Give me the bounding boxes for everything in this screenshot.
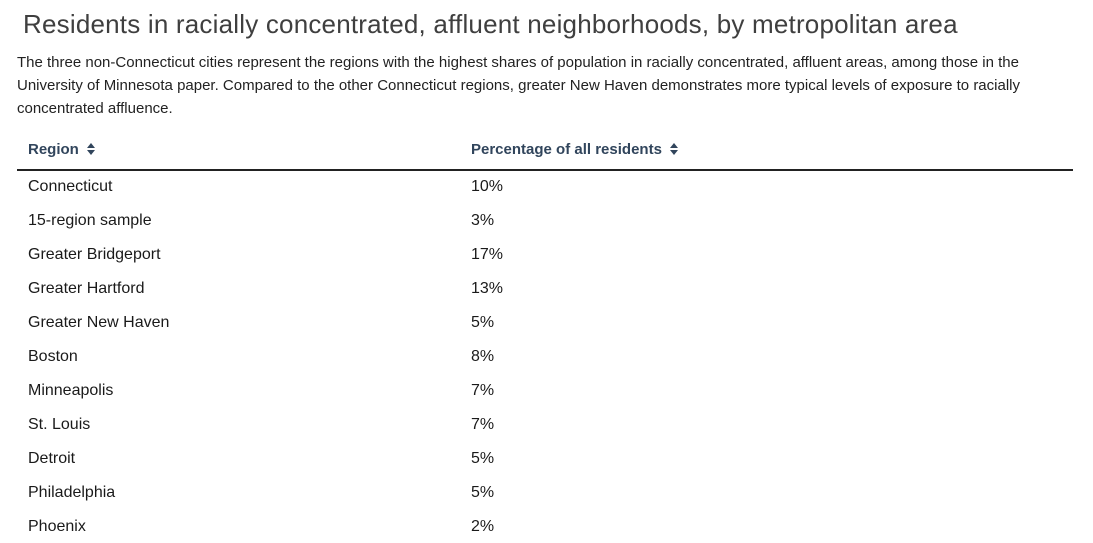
percentage-cell: 2% bbox=[471, 517, 495, 535]
region-cell: Minneapolis bbox=[28, 381, 114, 399]
table-row: Philadelphia 5% bbox=[17, 476, 1073, 510]
percentage-cell: 17% bbox=[471, 245, 504, 263]
table-row: Greater Bridgeport 17% bbox=[17, 238, 1073, 272]
sort-up-down-icon bbox=[86, 143, 95, 156]
region-cell: Boston bbox=[28, 347, 78, 365]
percentage-cell: 5% bbox=[471, 483, 495, 501]
sort-up-down-icon bbox=[669, 143, 678, 156]
percentage-cell: 8% bbox=[471, 347, 495, 365]
region-cell: Greater Hartford bbox=[28, 279, 145, 297]
table-row: Boston 8% bbox=[17, 340, 1073, 374]
column-header-percentage[interactable]: Percentage of all residents bbox=[460, 133, 1073, 171]
percentage-cell: 7% bbox=[471, 381, 495, 399]
percentage-cell: 3% bbox=[471, 211, 495, 229]
column-header-region-label: Region bbox=[28, 141, 79, 158]
region-cell: Greater New Haven bbox=[28, 313, 170, 331]
region-cell: Connecticut bbox=[28, 178, 113, 195]
percentage-cell: 13% bbox=[471, 279, 504, 297]
region-cell: St. Louis bbox=[28, 415, 91, 433]
table-body: Connecticut 10% 15-region sample 3% Grea… bbox=[17, 170, 1073, 543]
table-row: Phoenix 2% bbox=[17, 510, 1073, 543]
page-description: The three non-Connecticut cities represe… bbox=[17, 54, 1020, 117]
table-row: Detroit 5% bbox=[17, 442, 1073, 476]
table-header-row: Region Percentage of all residents bbox=[17, 133, 1073, 171]
percentage-cell: 5% bbox=[471, 313, 495, 331]
percentage-cell: 5% bbox=[471, 449, 495, 467]
region-cell: 15-region sample bbox=[28, 211, 152, 229]
column-header-percentage-label: Percentage of all residents bbox=[471, 141, 662, 158]
table-row: St. Louis 7% bbox=[17, 408, 1073, 442]
data-table: Region Percentage of all residents Conne… bbox=[17, 133, 1073, 543]
column-header-region[interactable]: Region bbox=[17, 133, 460, 171]
region-cell: Detroit bbox=[28, 449, 76, 467]
page-title: Residents in racially concentrated, affl… bbox=[23, 9, 958, 39]
region-cell: Greater Bridgeport bbox=[28, 245, 161, 263]
percentage-cell: 10% bbox=[471, 178, 504, 195]
region-cell: Philadelphia bbox=[28, 483, 116, 501]
region-cell: Phoenix bbox=[28, 517, 86, 535]
percentage-cell: 7% bbox=[471, 415, 495, 433]
table-row: Minneapolis 7% bbox=[17, 374, 1073, 408]
table-row: 15-region sample 3% bbox=[17, 204, 1073, 238]
table-row: Greater Hartford 13% bbox=[17, 272, 1073, 306]
table-row: Connecticut 10% bbox=[17, 170, 1073, 204]
table-row: Greater New Haven 5% bbox=[17, 306, 1073, 340]
